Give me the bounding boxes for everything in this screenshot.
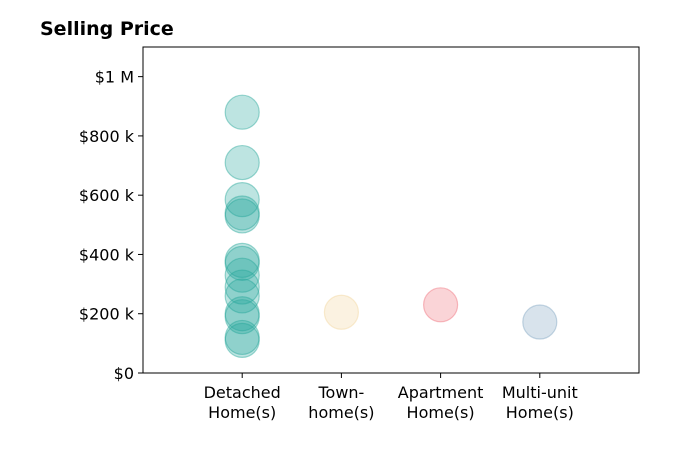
data-point — [224, 322, 260, 358]
x-tick-label: Multi-unit — [502, 383, 578, 402]
data-point — [423, 287, 459, 323]
data-point — [224, 182, 260, 218]
data-point — [522, 304, 558, 340]
data-point — [224, 144, 260, 181]
x-tick-label: Home(s) — [208, 403, 276, 422]
data-point — [224, 269, 260, 305]
y-tick-label: $200 k — [79, 305, 135, 324]
data-point — [224, 299, 260, 335]
y-tick-label: $800 k — [79, 127, 135, 146]
data-point — [224, 319, 260, 356]
data-point — [224, 94, 260, 130]
y-tick-label: $600 k — [79, 186, 135, 205]
data-point — [224, 242, 260, 278]
x-tick-label: Home(s) — [407, 403, 475, 422]
y-tick-label: $0 — [114, 364, 134, 383]
x-tick-label: Home(s) — [506, 403, 574, 422]
plot-area — [142, 46, 640, 374]
data-point — [323, 294, 359, 330]
data-point — [224, 278, 260, 314]
data-point — [224, 198, 260, 234]
x-tick-label: Apartment — [398, 383, 484, 402]
data-point — [224, 245, 260, 281]
data-point — [224, 195, 260, 231]
chart-title: Selling Price — [40, 18, 174, 40]
x-tick-label: Town- — [317, 383, 364, 402]
x-tick-label: home(s) — [308, 403, 374, 422]
x-tick-label: Detached — [204, 383, 281, 402]
y-tick-label: $400 k — [79, 245, 135, 264]
data-point — [224, 257, 260, 293]
y-tick-label: $1 M — [95, 68, 134, 87]
data-point — [224, 296, 260, 332]
